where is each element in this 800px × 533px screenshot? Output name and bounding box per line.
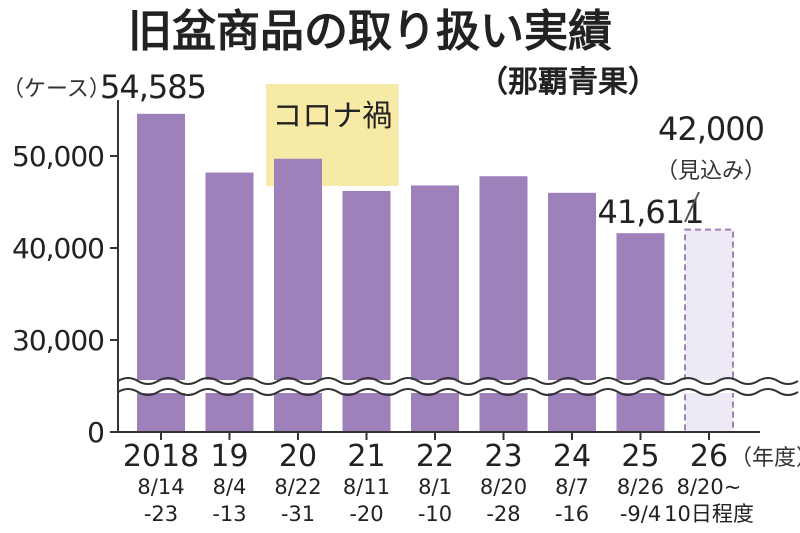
x-category-date-end: -23 (144, 502, 178, 526)
x-category-label: 25 (621, 439, 659, 474)
x-category-label: 2018 (123, 439, 199, 474)
x-axis-unit-label: （年度） (730, 446, 800, 471)
y-axis-unit-label: （ケース） (2, 77, 111, 102)
x-category-label: 26 (690, 439, 728, 474)
y-tick-label: 30,000 (12, 324, 104, 357)
x-category-date-start: 8/14 (137, 475, 184, 499)
bar-24 (548, 192, 596, 432)
x-category-label: 23 (484, 439, 522, 474)
x-category-date-start: 8/26 (617, 475, 664, 499)
x-category-label: 24 (553, 439, 591, 474)
x-category-date-end: -20 (349, 502, 383, 526)
data-label-leader (684, 191, 700, 223)
highlight-label: コロナ禍 (272, 99, 392, 134)
bar-25 (616, 233, 665, 432)
x-category-date-start: 8/22 (274, 475, 321, 499)
bar-19 (205, 172, 254, 432)
data-label-26: 42,000 (658, 110, 764, 148)
x-category-date-end: -9/4 (620, 502, 661, 526)
x-category-label: 22 (416, 439, 454, 474)
x-category-label: 21 (347, 439, 385, 474)
data-label-note: （見込み） (656, 159, 766, 184)
x-category-date-start: 8/20 (480, 475, 527, 499)
x-category-date-start: 8/1 (418, 475, 452, 499)
x-category-date-end: -31 (281, 502, 315, 526)
x-category-date-end: -13 (212, 502, 246, 526)
axis-break-line-bottom (117, 388, 799, 396)
chart-title: 旧盆商品の取り扱い実績 (128, 6, 612, 57)
y-tick-label: 50,000 (12, 140, 104, 173)
x-category-date-start: 8/11 (343, 475, 390, 499)
x-category-date-end: 10日程度 (664, 502, 754, 526)
x-category-date-end: -28 (486, 502, 520, 526)
x-category-date-start: 8/20~ (677, 475, 742, 499)
y-tick-label: 40,000 (12, 232, 104, 265)
x-category-date-start: 8/7 (555, 475, 589, 499)
x-category-label: 19 (210, 439, 248, 474)
data-label-2018: 54,585 (100, 68, 206, 106)
bar-estimate-26 (684, 228, 734, 433)
data-label-25: 41,611 (598, 193, 704, 231)
x-category-date-end: -16 (555, 502, 589, 526)
x-category-date-start: 8/4 (213, 475, 247, 499)
bar-22 (411, 185, 459, 432)
chart-subtitle: （那覇青果） (478, 65, 658, 100)
x-category-label: 20 (279, 439, 317, 474)
x-category-date-end: -10 (418, 502, 452, 526)
axis-break-line-top (117, 377, 799, 385)
y-tick-label: 0 (87, 416, 104, 449)
